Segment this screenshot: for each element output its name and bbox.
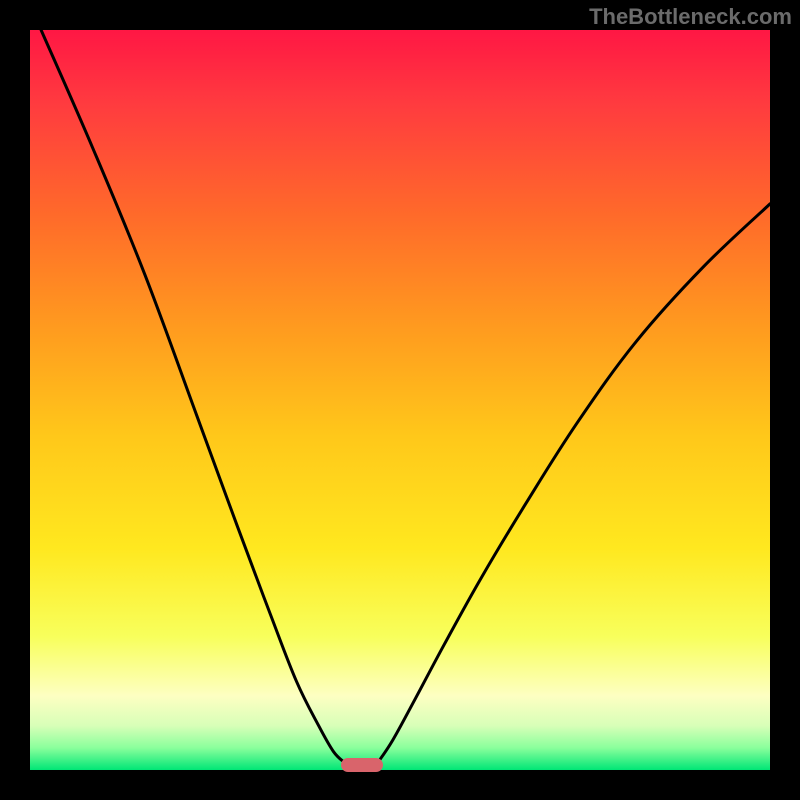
chart-container: TheBottleneck.com	[0, 0, 800, 800]
watermark-text: TheBottleneck.com	[589, 4, 792, 30]
optimal-marker	[341, 758, 383, 772]
bottleneck-curve	[30, 30, 770, 770]
plot-area	[30, 30, 770, 770]
